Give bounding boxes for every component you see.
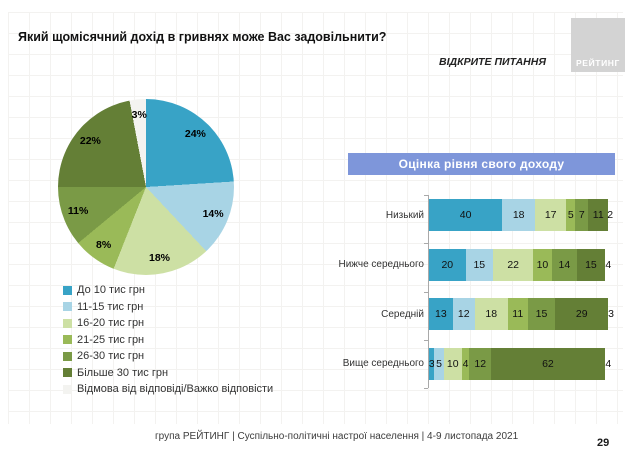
bar-segment: 11: [507, 298, 528, 330]
bar-segment: 4: [461, 347, 470, 380]
bar-track: 40 18 17 5 7 11 2: [429, 199, 614, 231]
stacked-bar-chart: Низький 40 18 17 5 7 11 2 Нижче середнього 20 15 22…: [330, 199, 630, 397]
bar-segment: 14: [551, 248, 578, 281]
bar-segment: 12: [469, 347, 492, 380]
legend-item: Більше 30 тис грн: [63, 365, 273, 382]
legend-swatch-icon: [63, 368, 72, 378]
legend-item: 16-20 тис грн: [63, 315, 273, 332]
legend-item: 11-15 тис грн: [63, 299, 273, 316]
legend-label: 16-20 тис грн: [77, 317, 145, 330]
bar-segment: 13: [429, 298, 453, 330]
axis-tick: [424, 195, 428, 196]
legend-swatch-icon: [63, 335, 72, 345]
pie-slice-label: 14%: [202, 207, 224, 220]
legend-label: Відмова від відповіді/Важко відповісти: [77, 383, 274, 396]
bar-segment: 29: [555, 298, 609, 330]
legend-swatch-icon: [63, 384, 72, 394]
bar-segment: 7: [575, 199, 589, 231]
pie-slice-label: 22%: [79, 135, 101, 147]
legend-label: 11-15 тис грн: [77, 300, 144, 313]
legend-swatch-icon: [63, 318, 72, 328]
legend-label: Більше 30 тис грн: [77, 366, 169, 379]
legend-item: Відмова від відповіді/Важко відповісти: [63, 381, 273, 398]
bar-segment: 10: [533, 248, 552, 281]
legend-label: 21-25 тис грн: [77, 333, 145, 346]
bar-segment: 5: [566, 199, 576, 231]
bar-segment: 3: [608, 308, 614, 320]
bar-segment: 15: [577, 248, 605, 281]
legend-swatch-icon: [63, 302, 72, 312]
bar-segment: 12: [452, 298, 475, 330]
bar-segment: 62: [491, 347, 605, 380]
bar-row: Нижче середнього 20 15 22 10 14 15 4: [330, 248, 630, 281]
legend-swatch-icon: [63, 351, 72, 361]
bar-segment: 5: [434, 347, 444, 380]
pie-slice-label: 11%: [67, 205, 89, 218]
bar-segment: 11: [588, 199, 609, 231]
bar-track: 20 15 22 10 14 15 4: [429, 248, 612, 281]
bar-category-label: Середній: [381, 308, 424, 320]
open-question-note: ВІДКРИТЕ ПИТАННЯ: [439, 56, 546, 68]
bar-segment: 22: [493, 248, 534, 281]
chart-legend: До 10 тис грн 11-15 тис грн 16-20 тис грн 2…: [63, 282, 273, 398]
logo-text: РЕЙТИНГ: [576, 58, 620, 68]
bar-chart-axis: [428, 195, 429, 388]
bar-track: 13 12 18 11 15 29 3: [429, 298, 614, 330]
bar-segment: 18: [502, 199, 536, 231]
bar-category-label: Низький: [385, 209, 424, 221]
bar-row: Низький 40 18 17 5 7 11 2: [330, 199, 630, 231]
bar-segment: 2: [607, 209, 614, 221]
footer-source: група РЕЙТИНГ | Суспільно-політичні наст…: [155, 431, 519, 442]
pie-chart: 24% 14% 18% 8% 11% 22% 3%: [58, 99, 234, 275]
axis-tick: [424, 243, 428, 245]
legend-label: До 10 тис грн: [77, 284, 145, 297]
legend-label: 26-30 тис грн: [77, 350, 145, 363]
legend-item: 21-25 тис грн: [63, 332, 273, 349]
bar-segment: 4: [605, 357, 612, 370]
bar-segment: 40: [429, 199, 503, 231]
rating-group-logo: РЕЙТИНГ: [571, 18, 625, 72]
legend-swatch-icon: [63, 285, 72, 295]
bar-category-label: Нижче середнього: [338, 259, 424, 270]
bar-segment: 10: [443, 347, 462, 380]
bar-segment: 18: [474, 298, 508, 330]
bar-segment: 4: [605, 258, 612, 271]
bar-row: Середній 13 12 18 11 15 29 3: [330, 298, 630, 330]
bar-segment: 3: [429, 347, 435, 380]
legend-item: До 10 тис грн: [63, 282, 273, 299]
bar-category-label: Вище середнього: [342, 358, 424, 369]
bar-chart-title-banner: Оцінка рівня свого доходу: [348, 153, 615, 175]
pie-slice-label: 24%: [184, 128, 206, 141]
bar-row: Вище середнього 3 5 10 4 12 62 4: [330, 347, 630, 380]
bar-segment: 15: [527, 298, 556, 330]
axis-tick: [424, 291, 428, 293]
bar-segment: 17: [535, 199, 567, 231]
pie-slice-label: 3%: [131, 109, 147, 122]
page-number: 29: [597, 437, 610, 449]
legend-item: 26-30 тис грн: [63, 348, 273, 365]
axis-tick: [424, 388, 428, 389]
pie-slice-label: 8%: [95, 239, 112, 252]
bar-segment: 20: [429, 248, 466, 281]
bar-track: 3 5 10 4 12 62 4: [429, 347, 612, 380]
pie-slice-label: 18%: [149, 251, 171, 264]
slide-title: Який щомісячний дохід в гривнях може Вас…: [18, 30, 387, 44]
axis-tick: [424, 339, 428, 341]
bar-segment: 15: [465, 248, 494, 281]
